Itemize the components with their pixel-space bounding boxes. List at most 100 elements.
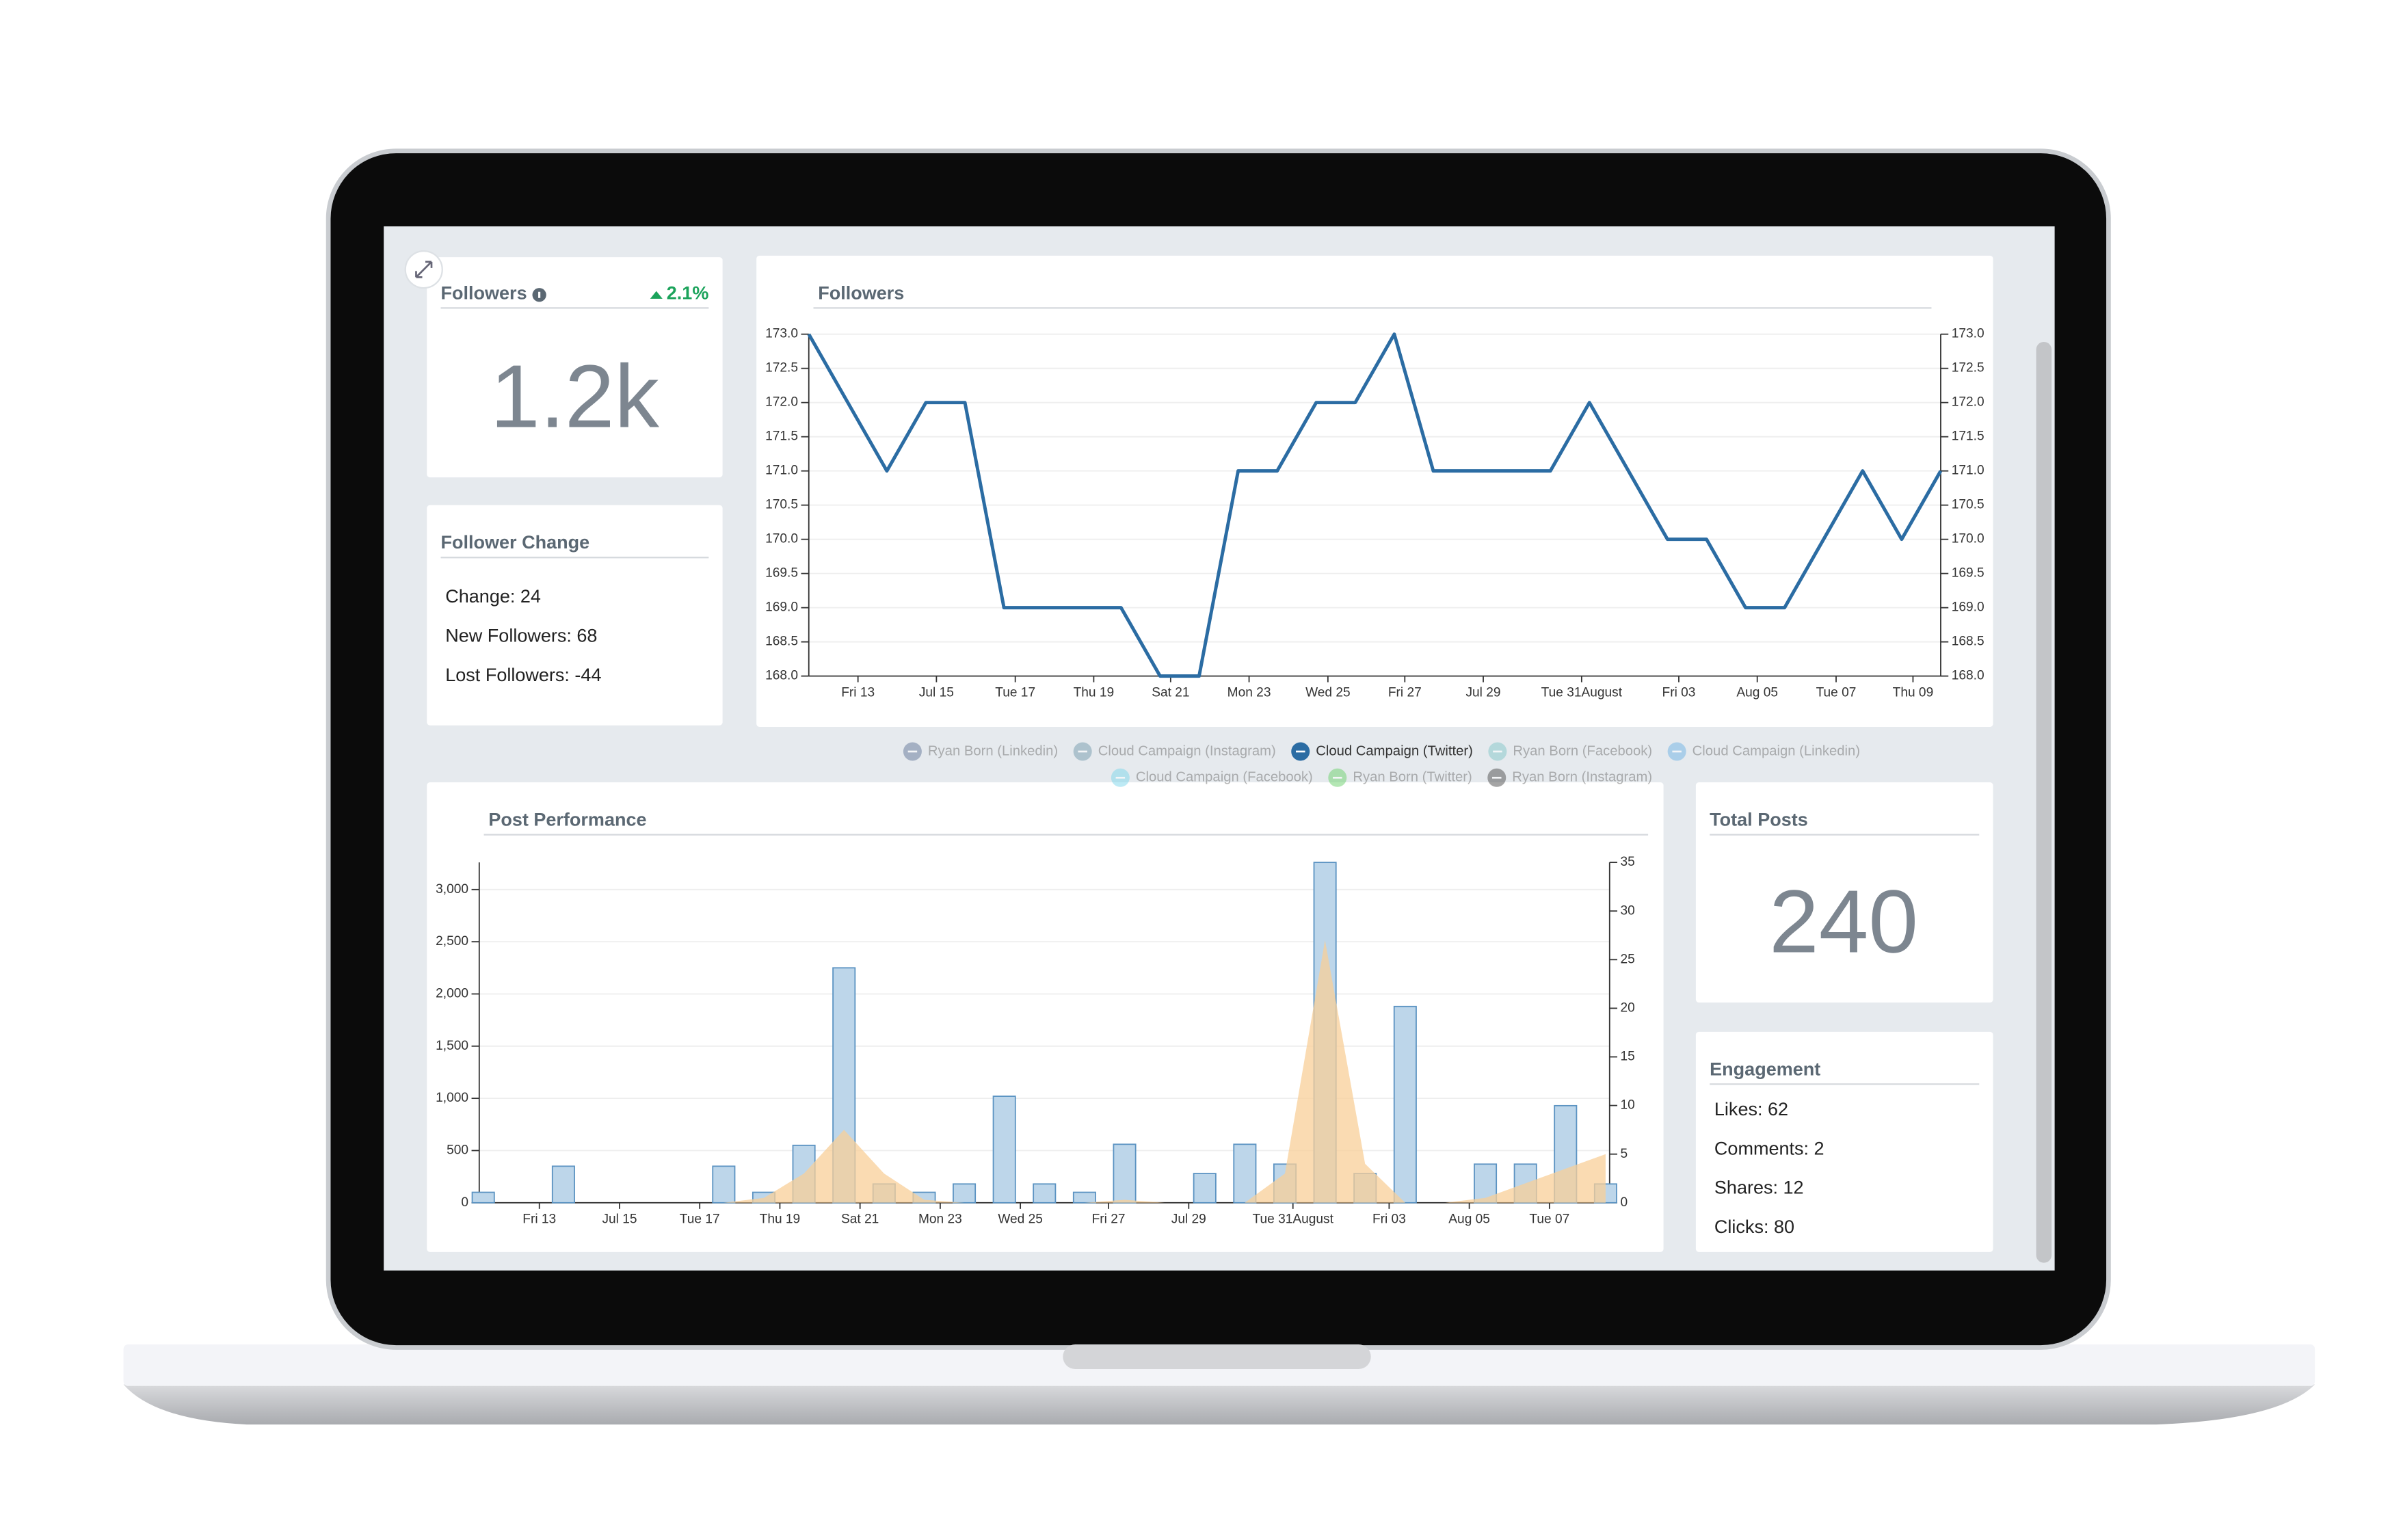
- bar: [1113, 1143, 1137, 1204]
- y2-tick-label: 171.5: [1952, 429, 1984, 444]
- legend-label: Ryan Born (Linkedin): [928, 743, 1058, 758]
- y-tick-label: 172.0: [765, 395, 798, 410]
- total-posts-card: [1695, 782, 1993, 1003]
- x-tick-label: Fri 27: [1092, 1212, 1126, 1227]
- engagement-card: [1695, 1031, 1993, 1252]
- x-tick-label: Jul 15: [919, 685, 954, 700]
- legend-item[interactable]: Ryan Born (Instagram): [1487, 768, 1652, 787]
- legend-label: Cloud Campaign (Instagram): [1098, 743, 1276, 758]
- y-tick-label: 170.0: [765, 532, 798, 546]
- chart-title: Post Performance: [488, 809, 646, 829]
- followers-value: 1.2k: [490, 347, 660, 447]
- x-tick-label: Tue 17: [680, 1212, 720, 1227]
- legend-row: Cloud Campaign (Facebook) Ryan Born (Twit…: [1111, 768, 1652, 787]
- followers-card: [427, 257, 723, 478]
- legend-row: Ryan Born (Linkedin) Cloud Campaign (Inst…: [903, 742, 1860, 761]
- x-tick-label: Tue 07: [1529, 1212, 1569, 1227]
- y-tick-label: 2,000: [436, 987, 468, 1001]
- y-tick-label: 173.0: [765, 327, 798, 341]
- y-tick-label: 168.0: [765, 669, 798, 683]
- engagement-list: Likes: 62 Comments: 2 Shares: 12 Clicks: 80: [1714, 1099, 1824, 1237]
- laptop-base-shadow: [123, 1384, 2315, 1425]
- x-tick-label: Jul 29: [1171, 1212, 1206, 1227]
- bar: [1072, 1191, 1096, 1204]
- y2-tick-label: 172.5: [1952, 361, 1984, 375]
- y-tick-label: 172.5: [765, 361, 798, 375]
- legend-item[interactable]: Cloud Campaign (Linkedin): [1667, 742, 1860, 761]
- bar: [712, 1165, 736, 1204]
- y2-tick-label: 168.5: [1952, 635, 1984, 649]
- y-tick-label: 500: [447, 1143, 468, 1158]
- bar: [471, 1191, 495, 1204]
- line-series: [807, 332, 1943, 678]
- x-tick-label: Mon 23: [1227, 685, 1271, 700]
- y2-tick-label: 15: [1621, 1050, 1635, 1064]
- collapse-icon: [415, 261, 433, 278]
- x-tick-label: Wed 25: [998, 1212, 1043, 1227]
- card-title: Total Posts: [1710, 809, 1808, 829]
- bar: [992, 1096, 1016, 1204]
- y-tick-label: 1,000: [436, 1091, 468, 1105]
- x-tick-label: Fri 03: [1372, 1212, 1406, 1227]
- y2-tick-label: 171.0: [1952, 464, 1984, 478]
- y2-tick-label: 5: [1621, 1147, 1628, 1161]
- x-tick-label: Sat 21: [841, 1212, 879, 1227]
- y2-tick-label: 169.5: [1952, 566, 1984, 581]
- legend-item[interactable]: Cloud Campaign (Twitter): [1291, 742, 1473, 761]
- x-tick-label: Wed 25: [1305, 685, 1351, 700]
- bar: [1393, 1005, 1417, 1204]
- y2-tick-label: 25: [1621, 952, 1635, 966]
- change-percent: 2.1%: [667, 282, 709, 303]
- y-tick-label: 169.5: [765, 566, 798, 581]
- x-tick-label: Jul 15: [602, 1212, 637, 1227]
- legend-label: Ryan Born (Twitter): [1353, 770, 1472, 785]
- y-tick-label: 168.5: [765, 635, 798, 649]
- legend-item[interactable]: Ryan Born (Facebook): [1488, 742, 1652, 761]
- y2-tick-label: 30: [1621, 903, 1635, 918]
- x-tick-label: Thu 19: [1074, 685, 1115, 700]
- x-tick-label: Tue 17: [995, 685, 1035, 700]
- legend-label: Cloud Campaign (Facebook): [1136, 770, 1313, 785]
- x-tick-label: Jul 29: [1465, 685, 1500, 700]
- scrollbar[interactable]: [2036, 341, 2052, 1263]
- list-item: Change: 24: [445, 586, 541, 607]
- legend-label: Ryan Born (Instagram): [1512, 770, 1652, 785]
- y2-tick-label: 172.0: [1952, 395, 1984, 410]
- y-tick-label: 171.5: [765, 429, 798, 444]
- x-tick-label: Thu 09: [1893, 685, 1934, 700]
- card-title: Engagement: [1710, 1059, 1820, 1079]
- area-series: [483, 940, 1606, 1203]
- legend-label: Ryan Born (Facebook): [1513, 743, 1652, 758]
- x-tick-label: Aug 05: [1448, 1212, 1490, 1227]
- y-tick-label: 169.0: [765, 600, 798, 615]
- list-item: Comments: 2: [1714, 1138, 1824, 1158]
- y-tick-label: 3,000: [436, 882, 468, 897]
- list-item: Lost Followers: -44: [445, 665, 601, 685]
- laptop-notch: [1063, 1344, 1371, 1370]
- legend-item[interactable]: Cloud Campaign (Instagram): [1073, 742, 1276, 761]
- followers-chart-card: [756, 255, 1993, 727]
- y2-tick-label: 35: [1621, 855, 1635, 869]
- y-tick-label: 171.0: [765, 464, 798, 478]
- total-posts-value: 240: [1769, 871, 1918, 971]
- x-tick-label: Sat 21: [1152, 685, 1189, 700]
- legend-label: Cloud Campaign (Twitter): [1316, 743, 1473, 758]
- info-icon-glyph: [538, 291, 541, 298]
- y-tick-label: 170.5: [765, 498, 798, 512]
- list-item: New Followers: 68: [445, 625, 597, 646]
- x-tick-label: Aug 05: [1736, 685, 1778, 700]
- y2-tick-label: 20: [1621, 1000, 1635, 1015]
- x-tick-label: Tue 07: [1816, 685, 1857, 700]
- x-tick-label: Fri 13: [522, 1212, 556, 1227]
- y-tick-label: 0: [461, 1195, 468, 1210]
- y2-tick-label: 10: [1621, 1098, 1635, 1113]
- legend-item[interactable]: Ryan Born (Twitter): [1328, 768, 1472, 787]
- list-item: Shares: 12: [1714, 1178, 1804, 1198]
- legend-item[interactable]: Ryan Born (Linkedin): [903, 742, 1058, 761]
- y2-tick-label: 0: [1621, 1195, 1628, 1210]
- x-tick-label: Fri 27: [1388, 685, 1422, 700]
- legend-item[interactable]: Cloud Campaign (Facebook): [1111, 768, 1313, 787]
- bar: [1033, 1183, 1057, 1204]
- bar: [551, 1165, 575, 1204]
- card-title: Followers: [441, 282, 527, 303]
